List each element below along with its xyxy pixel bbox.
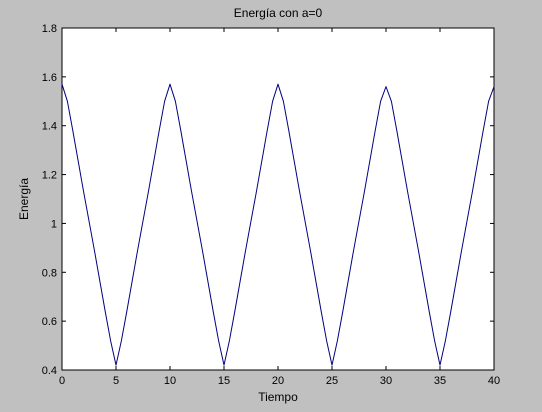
y-tick-label: 0.6 (42, 316, 57, 328)
x-tick-label: 15 (218, 375, 230, 387)
chart-title: Energía con a=0 (234, 6, 323, 20)
y-tick-label: 1.6 (42, 72, 57, 84)
y-tick-label: 1.8 (42, 23, 57, 35)
y-axis-title: Energía (17, 178, 31, 220)
x-tick-label: 35 (434, 375, 446, 387)
plot-area (61, 27, 495, 371)
y-tick-label: 1.2 (42, 170, 57, 182)
x-tick-label: 20 (272, 375, 284, 387)
axis-ticks (61, 27, 495, 371)
x-axis-title: Tiempo (258, 390, 298, 404)
axis-tick-labels: 0 5 10 15 20 25 30 35 40 0.4 0.6 0.8 1 1.2 1.4 1.6 1.8 (42, 23, 500, 387)
x-tick-label: 5 (113, 375, 119, 387)
series-layer (61, 83, 495, 366)
series-line (61, 83, 495, 366)
y-tick-label: 1 (51, 218, 57, 230)
x-tick-label: 25 (326, 375, 338, 387)
x-tick-label: 10 (164, 375, 176, 387)
y-tick-label: 0.8 (42, 267, 57, 279)
x-tick-label: 0 (59, 375, 65, 387)
x-tick-label: 30 (380, 375, 392, 387)
y-tick-label: 1.4 (42, 121, 57, 133)
x-tick-label: 40 (488, 375, 500, 387)
y-tick-label: 0.4 (42, 365, 57, 377)
